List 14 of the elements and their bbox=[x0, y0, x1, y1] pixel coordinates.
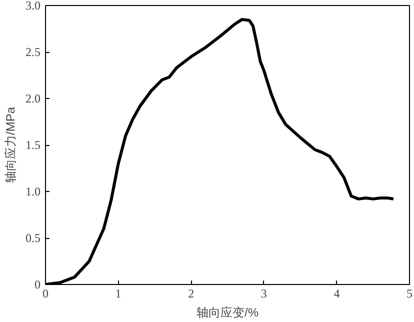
y-tick-label: 1.0 bbox=[26, 184, 40, 198]
y-tick-label: 3.0 bbox=[26, 0, 40, 12]
y-axis-title: 轴向应力/MPa bbox=[4, 106, 18, 184]
y-tick-label: 0 bbox=[34, 278, 40, 292]
x-tick-label: 2 bbox=[188, 286, 194, 300]
x-tick-label: 4 bbox=[334, 286, 340, 300]
y-tick-label: 0.5 bbox=[26, 231, 40, 245]
x-tick-label: 3 bbox=[260, 286, 267, 300]
y-tick-label: 1.5 bbox=[26, 138, 40, 152]
x-tick-label: 5 bbox=[406, 286, 412, 300]
x-axis-title: 轴向应变/% bbox=[196, 306, 259, 320]
y-tick-label: 2.5 bbox=[26, 45, 40, 59]
y-tick-label: 2.0 bbox=[26, 92, 40, 106]
x-tick-label: 1 bbox=[115, 286, 122, 300]
